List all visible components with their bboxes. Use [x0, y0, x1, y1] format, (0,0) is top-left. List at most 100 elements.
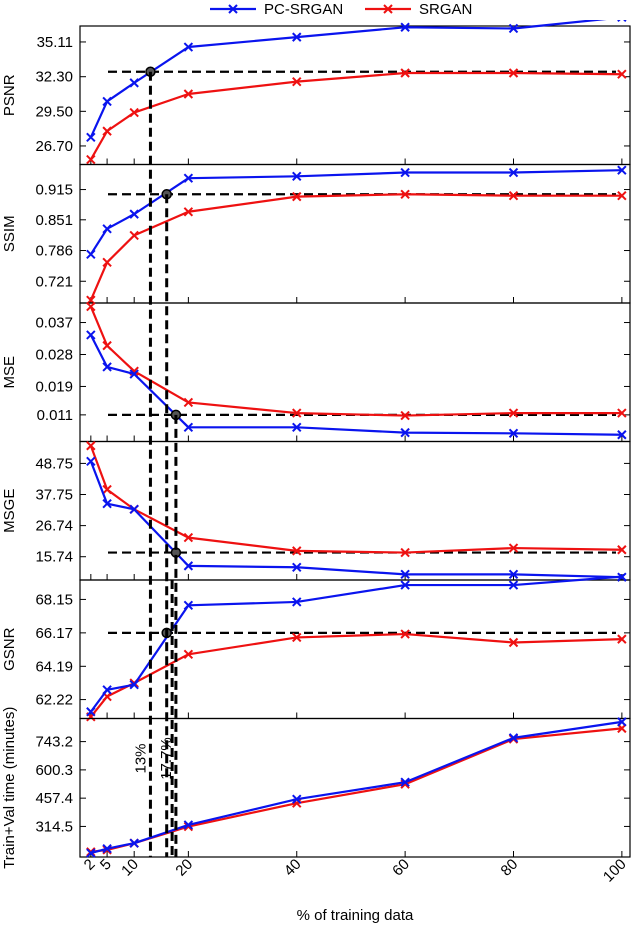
vertical-reference-label-3: 17.7% — [158, 737, 175, 780]
data-point-pc-srgan-gsnr-0 — [86, 707, 96, 717]
data-point-srgan-ssim-3 — [183, 207, 194, 217]
data-point-pc-srgan-msge-3-stroke-b — [183, 561, 194, 571]
series-line-srgan-gsnr — [89, 632, 622, 718]
data-point-pc-srgan-psnr-5-stroke-b — [400, 22, 410, 32]
data-point-pc-srgan-gsnr-4-stroke-b — [292, 597, 302, 607]
x-axis-label: % of training data — [297, 907, 414, 924]
data-point-pc-srgan-gsnr-1 — [102, 685, 112, 695]
data-point-pc-srgan-ssim-5-stroke-b — [400, 167, 410, 178]
data-point-srgan-msge-6-stroke-b — [508, 543, 519, 553]
y-tick-label-msge-1: 26.74 — [35, 518, 73, 535]
data-point-srgan-psnr-0-stroke-b — [86, 154, 96, 165]
data-point-srgan-mse-0-stroke-b — [86, 301, 96, 312]
data-point-pc-srgan-train-val-time-minutes-0-stroke-b — [86, 848, 96, 858]
panel-psnr: 26.70 29.50 32.30 35.11 PSNR — [1, 20, 631, 166]
panel-frame-msge — [79, 440, 631, 581]
data-point-pc-srgan-ssim-7-stroke-b — [617, 165, 627, 175]
data-point-srgan-msge-1 — [102, 484, 112, 495]
data-point-srgan-ssim-4-stroke-b — [292, 191, 302, 202]
data-point-srgan-psnr-1-stroke-b — [102, 126, 112, 136]
data-point-pc-srgan-gsnr-2-stroke-b — [129, 680, 139, 690]
data-point-srgan-gsnr-3 — [183, 649, 194, 660]
x-tick-label-4: 40 — [281, 856, 305, 880]
y-tick-label-gsnr-2: 66.17 — [35, 625, 73, 642]
panel-mse: 0.011 0.019 0.028 0.037 MSE — [1, 301, 631, 443]
y-tick-label-psnr-3: 35.11 — [37, 34, 73, 51]
data-point-pc-srgan-psnr-3-stroke-b — [183, 42, 194, 52]
data-point-pc-srgan-msge-5-stroke-b — [400, 569, 410, 580]
data-point-pc-srgan-gsnr-1-stroke-b — [102, 685, 112, 695]
data-point-pc-srgan-msge-0 — [86, 456, 96, 466]
y-axis-label-train-val-time-minutes: Train+Val time (minutes) — [1, 707, 18, 869]
data-point-pc-srgan-train-val-time-minutes-2 — [129, 838, 139, 848]
data-point-pc-srgan-gsnr-6-stroke-b — [508, 580, 519, 590]
data-point-pc-srgan-psnr-4 — [292, 32, 302, 42]
data-point-pc-srgan-mse-3-stroke-b — [183, 422, 194, 433]
data-point-pc-srgan-mse-7-stroke-b — [617, 430, 627, 440]
data-point-srgan-psnr-7-stroke-b — [617, 69, 627, 79]
data-point-srgan-msge-0 — [86, 441, 96, 451]
panel-frame-ssim — [79, 163, 631, 304]
data-point-srgan-ssim-6 — [508, 190, 519, 201]
data-point-pc-srgan-gsnr-2 — [129, 680, 139, 690]
data-point-pc-srgan-msge-6-stroke-b — [508, 569, 519, 580]
data-point-srgan-ssim-5 — [400, 189, 410, 199]
data-point-pc-srgan-psnr-7-stroke-b — [617, 20, 621, 23]
data-point-pc-srgan-gsnr-3 — [183, 600, 194, 611]
panel-frame-train-val-time-minutes — [79, 717, 631, 858]
data-point-srgan-msge-3 — [183, 532, 194, 543]
y-tick-label-mse-3: 0.037 — [35, 315, 73, 332]
data-point-pc-srgan-gsnr-6 — [508, 580, 519, 590]
series-srgan-psnr — [86, 68, 627, 165]
data-point-pc-srgan-psnr-5 — [400, 22, 410, 32]
data-point-srgan-ssim-7 — [617, 190, 627, 201]
data-point-pc-srgan-msge-2 — [129, 504, 139, 515]
data-point-srgan-psnr-7 — [617, 69, 627, 79]
series-pc-srgan-psnr — [86, 20, 627, 143]
data-point-pc-srgan-msge-4-stroke-b — [292, 562, 302, 572]
data-point-srgan-msge-5 — [400, 547, 410, 558]
data-point-srgan-ssim-2-stroke-b — [129, 230, 139, 241]
data-point-pc-srgan-ssim-3-stroke-b — [183, 173, 194, 183]
data-point-pc-srgan-ssim-7 — [617, 165, 627, 175]
x-tick-label-0: 2 — [81, 856, 99, 874]
data-point-srgan-gsnr-4 — [292, 632, 302, 643]
data-point-pc-srgan-mse-6 — [508, 428, 519, 439]
data-point-pc-srgan-mse-2-stroke-b — [129, 369, 139, 379]
data-point-srgan-ssim-1 — [102, 257, 112, 268]
data-point-pc-srgan-train-val-time-minutes-5-stroke-b — [400, 777, 410, 787]
data-point-pc-srgan-train-val-time-minutes-7-stroke-b — [617, 717, 627, 727]
data-point-pc-srgan-ssim-4-stroke-b — [292, 171, 302, 182]
data-point-pc-srgan-psnr-0-stroke-b — [86, 132, 96, 143]
data-point-pc-srgan-ssim-2 — [129, 209, 139, 219]
panel-frame-mse — [79, 302, 631, 443]
data-point-pc-srgan-ssim-1-stroke-b — [102, 224, 112, 234]
y-tick-label-gsnr-3: 68.15 — [35, 591, 73, 608]
data-point-srgan-ssim-6-stroke-b — [508, 190, 519, 201]
data-point-pc-srgan-ssim-3 — [183, 173, 194, 183]
y-tick-label-train-val-time-minutes-3: 743.2 — [35, 734, 73, 751]
y-tick-label-gsnr-0: 62.22 — [35, 692, 73, 709]
legend-item-pc-srgan: PC-SRGAN — [210, 1, 343, 18]
panel-gsnr: 62.22 64.19 66.17 68.15 GSNR — [1, 574, 631, 722]
data-point-pc-srgan-gsnr-7-stroke-b — [617, 574, 626, 582]
y-tick-label-ssim-0: 0.721 — [35, 273, 73, 290]
data-point-pc-srgan-mse-2 — [129, 369, 139, 379]
legend-label-pc-srgan: PC-SRGAN — [264, 1, 343, 18]
data-point-pc-srgan-mse-3 — [183, 422, 194, 433]
data-point-srgan-psnr-5-stroke-b — [400, 68, 410, 78]
series-line-srgan-ssim — [89, 193, 622, 301]
panel-frame-gsnr — [79, 579, 631, 720]
data-point-srgan-mse-7 — [617, 408, 627, 418]
y-tick-label-train-val-time-minutes-0: 314.5 — [35, 818, 73, 835]
data-point-srgan-gsnr-5-stroke-b — [400, 629, 410, 639]
x-tick-label-3: 20 — [172, 856, 196, 880]
data-point-srgan-mse-4-stroke-b — [292, 408, 302, 418]
data-point-pc-srgan-ssim-0 — [86, 249, 96, 260]
data-point-srgan-msge-1-stroke-b — [102, 484, 112, 495]
series-line-pc-srgan-gsnr — [89, 575, 622, 713]
y-tick-label-psnr-2: 32.30 — [35, 69, 73, 86]
series-line-pc-srgan-ssim — [89, 169, 622, 255]
data-point-pc-srgan-train-val-time-minutes-5 — [400, 777, 410, 787]
data-point-srgan-ssim-5-stroke-b — [400, 189, 410, 199]
